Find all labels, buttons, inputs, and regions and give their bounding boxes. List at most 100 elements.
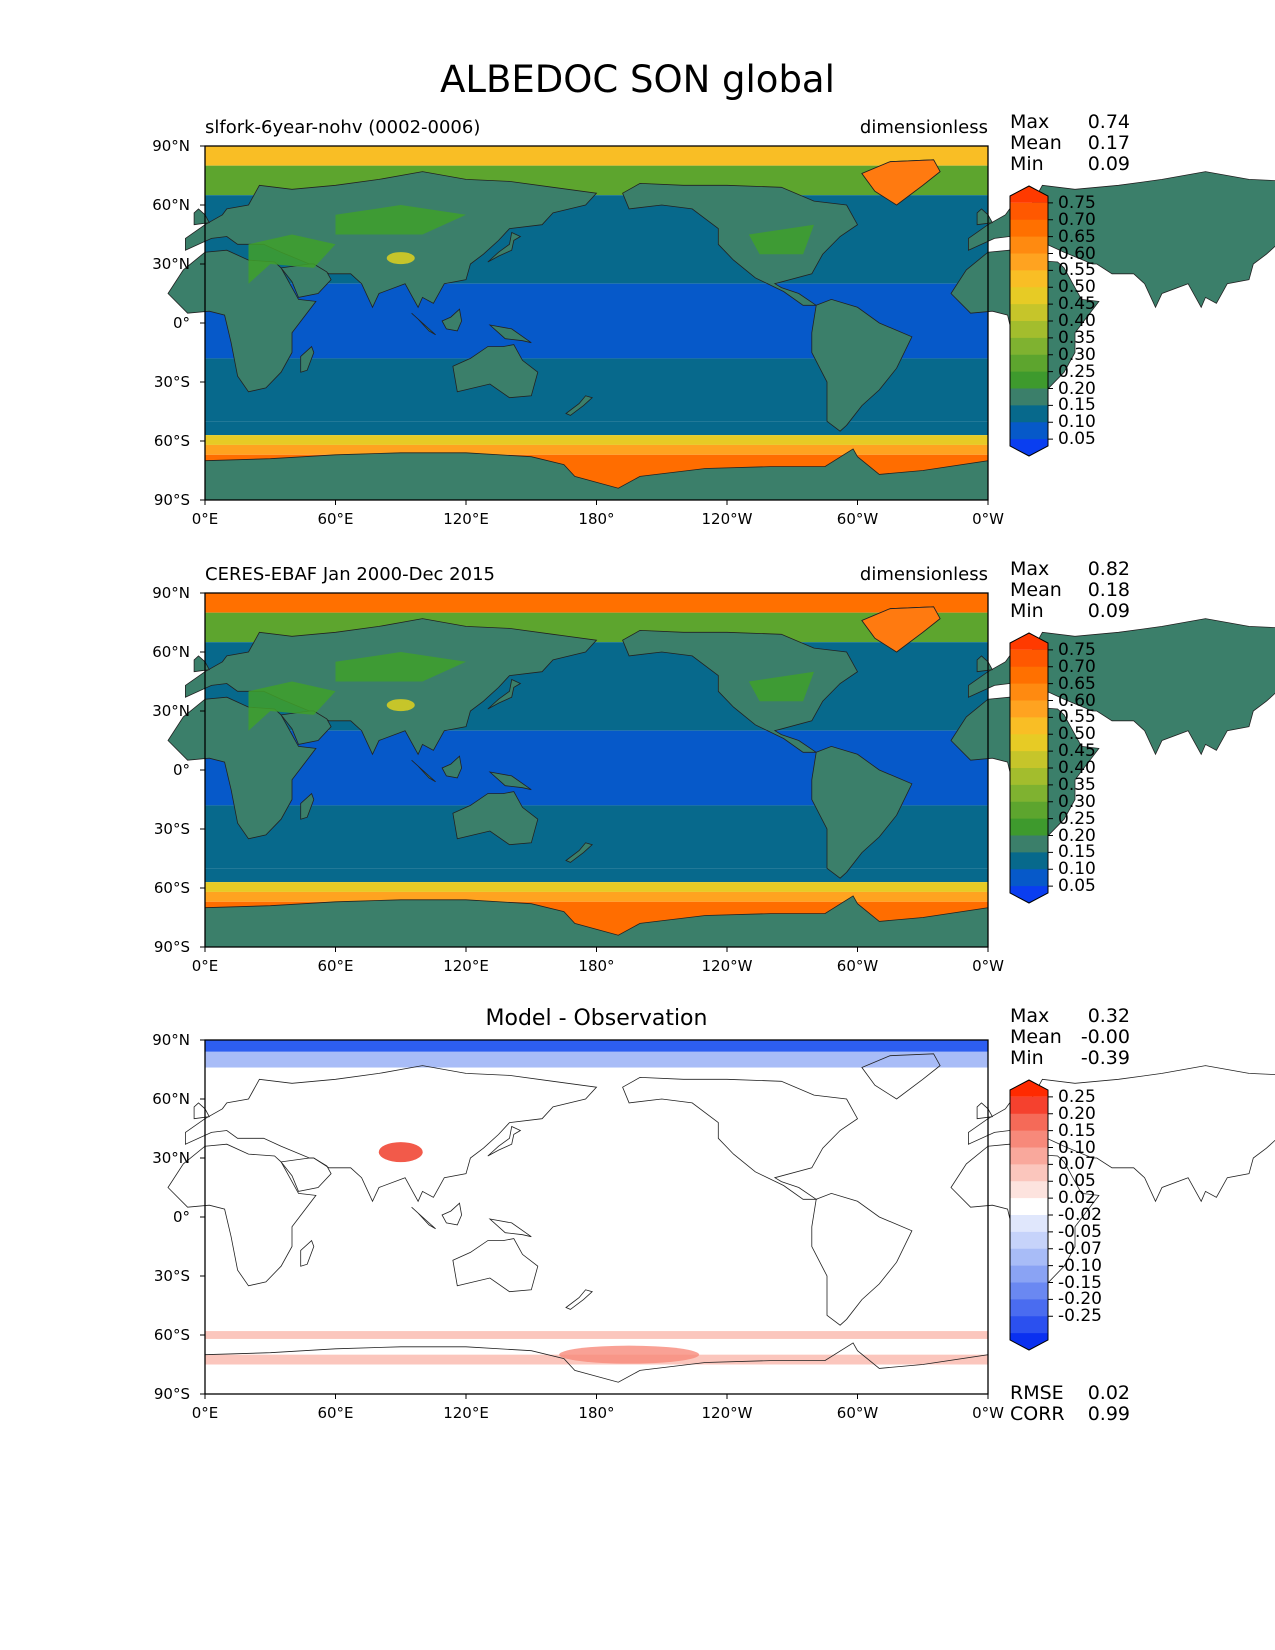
colorbar-label: 0.55	[1058, 260, 1096, 281]
tibet-plateau	[386, 252, 415, 265]
diff-background	[205, 1040, 988, 1394]
colorbar-label: 0.65	[1058, 673, 1096, 694]
colorbar-label: 0.75	[1058, 192, 1096, 213]
diff-southern-positive	[205, 1331, 988, 1339]
land-2-eurasia-wrap	[968, 618, 1275, 756]
x-tick-label: 180°	[578, 957, 615, 975]
y-tick-label: 90°N	[152, 137, 190, 155]
stat-value-min: -0.39	[1080, 1047, 1130, 1069]
land-2-antarctica	[204, 895, 989, 948]
panel-left-title: CERES-EBAF Jan 2000-Dec 2015	[205, 564, 495, 585]
colorbar-outline	[1009, 632, 1049, 904]
colorbar-segment	[1010, 287, 1048, 305]
colorbar-segment	[1010, 717, 1048, 735]
colorbar-label: 0.05	[1058, 429, 1096, 450]
land-1-australia	[452, 344, 539, 399]
colorbar-label: -0.20	[1058, 1289, 1102, 1310]
x-tick-label: 0°W	[972, 510, 1004, 528]
x-tick-label: 180°	[578, 1404, 615, 1422]
colorbar-label: 0.25	[1058, 808, 1096, 829]
colorbar-segment	[1010, 354, 1048, 373]
land-1-britain-wrap	[976, 208, 994, 226]
x-tick-label: 0°E	[191, 1404, 219, 1422]
land-2-nz	[565, 842, 593, 863]
colorbar-segment	[1010, 1096, 1048, 1115]
coast-diff-madagascar	[300, 1239, 315, 1267]
x-tick-label: 180°	[578, 510, 615, 528]
diff-arctic-negative	[205, 1040, 988, 1052]
stat-label-max: Max	[1010, 558, 1050, 580]
colorbar-segment	[1010, 835, 1048, 853]
vegetation-patch-1	[248, 681, 336, 731]
colorbar-segment	[1010, 202, 1048, 221]
colorbar-segment	[1010, 219, 1048, 238]
stat-value-max: 0.82	[1087, 558, 1130, 580]
coast-diff-borneo	[441, 1202, 463, 1226]
colorbar-segment	[1010, 869, 1048, 887]
land-2-madagascar	[300, 792, 315, 820]
colorbar-segment	[1010, 1181, 1048, 1199]
stat-value-max: 0.74	[1087, 111, 1130, 133]
band-south-mid	[205, 358, 988, 422]
y-tick-label: 0°	[172, 761, 190, 779]
colorbar-top-arrow	[1010, 1080, 1048, 1097]
ross-sea-positive-anomaly	[559, 1345, 700, 1364]
colorbar-top-arrow	[1010, 186, 1048, 203]
land-1-eurasia	[184, 171, 598, 309]
colorbar-bottom-arrow	[1010, 886, 1048, 903]
colorbar-segment	[1010, 700, 1048, 718]
map-frame	[204, 592, 989, 948]
stat-value-mean: 0.18	[1087, 579, 1130, 601]
greenland-ice	[861, 606, 941, 653]
colorbar-label: 0.30	[1058, 344, 1096, 365]
stat-value-max: 0.32	[1087, 1005, 1130, 1027]
colorbar-label: 0.10	[1058, 412, 1096, 433]
coast-diff-eurasia	[184, 1065, 598, 1203]
colorbar-label: 0.35	[1058, 774, 1096, 795]
x-tick-label: 0°W	[972, 1404, 1004, 1422]
stat-value-min: 0.09	[1087, 600, 1130, 622]
x-tick-label: 120°W	[701, 1404, 753, 1422]
land-1-britain	[193, 208, 210, 226]
stat-label-max: Max	[1010, 1005, 1050, 1027]
colorbar-segment	[1010, 818, 1048, 836]
colorbar-label: 0.50	[1058, 724, 1096, 745]
colorbar-label: 0.10	[1058, 859, 1096, 880]
x-tick-label: 0°E	[191, 957, 219, 975]
x-tick-label: 60°W	[836, 1404, 879, 1422]
colorbar-segment	[1010, 1113, 1048, 1132]
colorbar-label: 0.65	[1058, 226, 1096, 247]
x-tick-label: 120°E	[443, 957, 489, 975]
colorbar-segment	[1010, 768, 1048, 786]
band-southern-ocean	[205, 868, 988, 883]
band-arctic	[205, 146, 988, 166]
tibet-plateau	[386, 699, 415, 712]
stat-value-mean: 0.17	[1087, 132, 1130, 154]
colorbar-segment	[1010, 666, 1048, 685]
colorbar-label: 0.20	[1058, 378, 1096, 399]
colorbar-label: 0.15	[1058, 395, 1096, 416]
colorbar-label: 0.25	[1058, 1086, 1096, 1107]
band-antarctic	[205, 901, 988, 947]
band-antarctic	[205, 454, 988, 500]
coast-diff-australia	[452, 1238, 539, 1293]
x-tick-label: 0°W	[972, 957, 1004, 975]
colorbar-segment	[1010, 801, 1048, 820]
colorbar-segment	[1010, 1248, 1048, 1267]
map-frame	[204, 1039, 989, 1395]
y-tick-label: 30°S	[153, 373, 190, 391]
colorbar-segment	[1010, 253, 1048, 271]
y-tick-label: 0°	[172, 1208, 190, 1226]
land-2-greenland	[861, 606, 941, 653]
colorbar-segment	[1010, 784, 1048, 803]
diff-antarctic-positive	[205, 1354, 988, 1365]
y-tick-label: 60°S	[153, 432, 190, 450]
y-tick-label: 60°N	[152, 1090, 190, 1108]
map-frame	[204, 145, 989, 501]
colorbar-label: 0.30	[1058, 791, 1096, 812]
band-north-mid	[205, 195, 988, 284]
colorbar-segment	[1010, 1316, 1048, 1334]
y-tick-label: 90°S	[153, 938, 190, 956]
colorbar-segment	[1010, 1130, 1048, 1148]
colorbar-label: 0.10	[1058, 1137, 1096, 1158]
